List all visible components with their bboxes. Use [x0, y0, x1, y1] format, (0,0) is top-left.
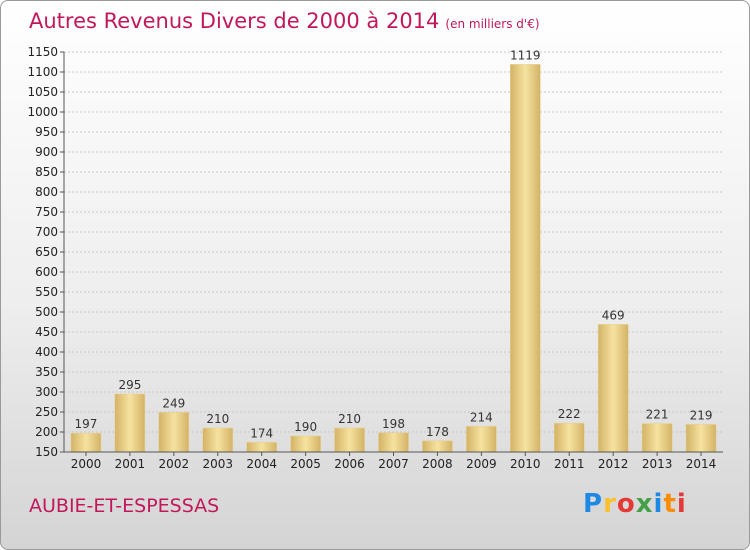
bar-value-label: 469	[602, 308, 625, 322]
bar-value-label: 178	[426, 425, 449, 439]
bar	[466, 426, 497, 453]
x-tick-label: 2005	[290, 457, 321, 471]
bar	[158, 412, 190, 453]
bar-value-label: 198	[382, 417, 405, 431]
x-tick-label: 2006	[334, 457, 365, 471]
bar	[70, 432, 102, 453]
x-tick-label: 2013	[642, 457, 673, 471]
bar-value-label: 295	[118, 378, 141, 392]
y-tick-label: 950	[35, 125, 58, 139]
bar-value-label: 197	[75, 417, 98, 431]
x-tick-label: 2007	[378, 457, 409, 471]
x-tick-label: 2008	[422, 457, 453, 471]
bar-value-label: 174	[250, 426, 273, 440]
bar	[510, 64, 541, 453]
bar-value-label: 219	[690, 408, 713, 422]
bar-value-label: 210	[338, 412, 361, 426]
bar-value-label: 1119	[510, 48, 541, 62]
y-tick-label: 600	[35, 265, 58, 279]
y-tick-label: 650	[35, 245, 58, 259]
logo-letter: o	[616, 489, 636, 519]
bar	[685, 424, 717, 453]
x-tick-label: 2001	[115, 457, 146, 471]
y-tick-label: 1000	[27, 105, 58, 119]
y-tick-label: 150	[35, 445, 58, 459]
y-tick-label: 1150	[27, 45, 58, 59]
bar	[597, 324, 629, 453]
x-tick-label: 2012	[598, 457, 629, 471]
bar	[202, 427, 234, 453]
x-tick-label: 2000	[71, 457, 102, 471]
y-tick-label: 550	[35, 285, 58, 299]
y-tick-label: 350	[35, 365, 58, 379]
y-tick-label: 400	[35, 345, 58, 359]
logo-letter: P	[583, 489, 604, 519]
y-tick-label: 450	[35, 325, 58, 339]
bar	[290, 435, 321, 453]
bar	[641, 423, 673, 453]
bar-value-label: 214	[470, 410, 493, 424]
bar	[553, 422, 585, 453]
x-tick-label: 2014	[686, 457, 717, 471]
chart-title-text: Autres Revenus Divers de 2000 à 2014	[29, 9, 440, 33]
bar-value-label: 249	[162, 396, 185, 410]
bar-value-label: 222	[558, 407, 581, 421]
x-tick-label: 2002	[159, 457, 190, 471]
bar	[422, 440, 453, 453]
logo-letter: t	[663, 489, 677, 519]
logo-letter: i	[676, 489, 687, 519]
y-tick-label: 850	[35, 165, 58, 179]
bars: 197 295 249 210 174 190 210 198 178 214 1119 222 469…	[70, 48, 717, 453]
logo-letter: r	[603, 489, 617, 519]
bar	[378, 432, 409, 453]
y-tick-label: 200	[35, 425, 58, 439]
proxiti-logo: Proxiti	[583, 489, 687, 519]
y-tick-label: 300	[35, 385, 58, 399]
y-tick-label: 1100	[27, 65, 58, 79]
x-tick-label: 2011	[554, 457, 585, 471]
y-tick-label: 900	[35, 145, 58, 159]
chart-title: Autres Revenus Divers de 2000 à 2014 (en …	[29, 9, 540, 33]
x-tick-label: 2009	[466, 457, 497, 471]
y-tick-label: 750	[35, 205, 58, 219]
x-tick-label: 2004	[246, 457, 277, 471]
logo-letter: i	[653, 489, 664, 519]
chart-unit: (en milliers d'€)	[445, 17, 540, 31]
x-tick-label: 2010	[510, 457, 541, 471]
y-tick-label: 800	[35, 185, 58, 199]
axes: 150 200 250 300 350 400 450 500 550 600 650 700 750 8…	[27, 45, 723, 471]
y-tick-label: 700	[35, 225, 58, 239]
commune-name: AUBIE-ET-ESPESSAS	[29, 495, 220, 517]
bar-value-label: 221	[646, 408, 669, 422]
y-tick-label: 250	[35, 405, 58, 419]
bar-value-label: 210	[206, 412, 229, 426]
bar-value-label: 190	[294, 420, 317, 434]
x-tick-label: 2003	[202, 457, 233, 471]
bar	[114, 393, 146, 453]
bar	[246, 442, 277, 453]
bar	[334, 427, 365, 453]
y-tick-label: 500	[35, 305, 58, 319]
y-tick-label: 1050	[27, 85, 58, 99]
logo-letter: x	[635, 489, 654, 519]
